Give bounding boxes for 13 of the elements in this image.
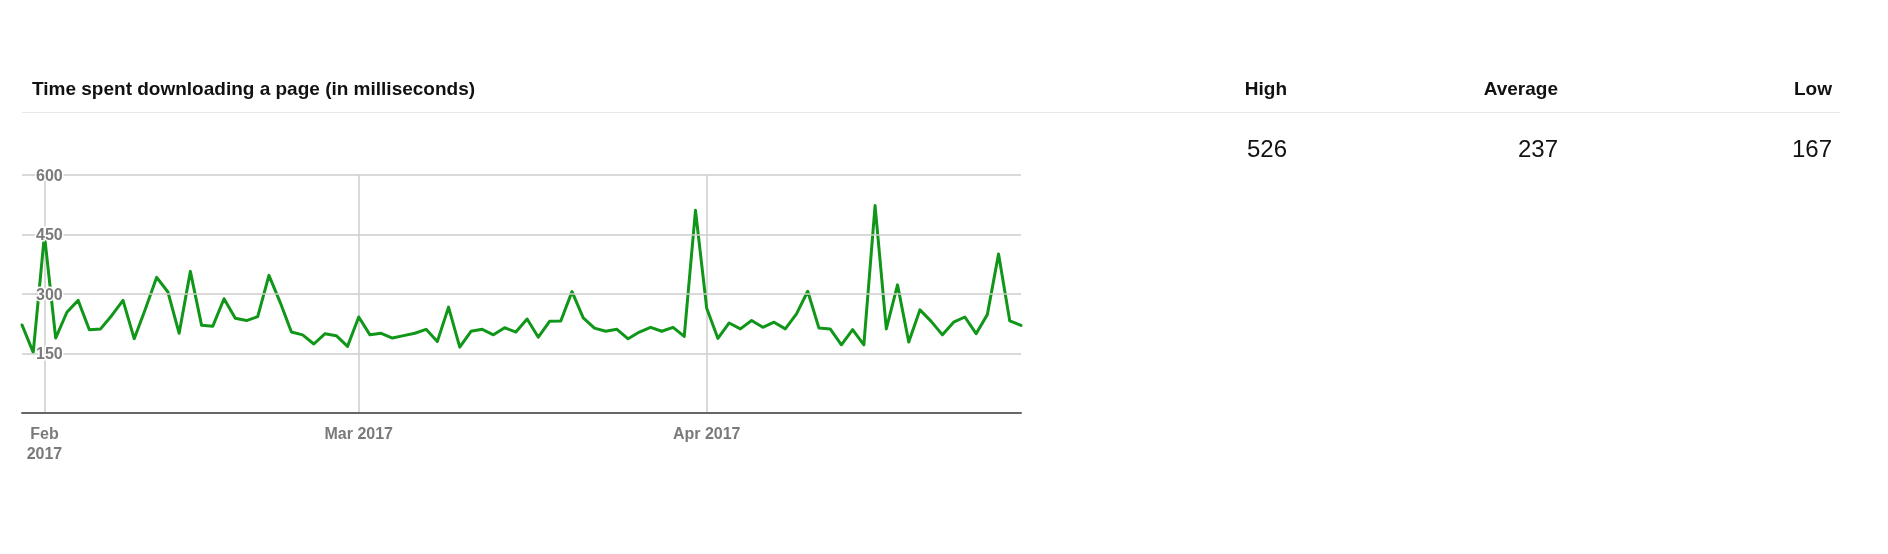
text: High — [1243, 78, 1287, 100]
text: Low — [1793, 78, 1832, 100]
y-tick-label: 150 — [36, 345, 63, 362]
x-tick-label: Apr 2017 — [672, 424, 741, 442]
y-tick-label: 450 — [36, 226, 63, 243]
x-tick-label: Mar 2017 — [324, 424, 394, 442]
text: 526 — [1245, 135, 1287, 163]
y-tick-label: 600 — [36, 166, 63, 184]
text: Average — [1482, 78, 1558, 100]
text: 237 — [1516, 135, 1558, 163]
x-tick-label: Feb 2017 — [26, 424, 63, 462]
text: 167 — [1790, 135, 1832, 163]
chart-title: Time spent downloading a page (in milliseconds) — [32, 78, 476, 100]
